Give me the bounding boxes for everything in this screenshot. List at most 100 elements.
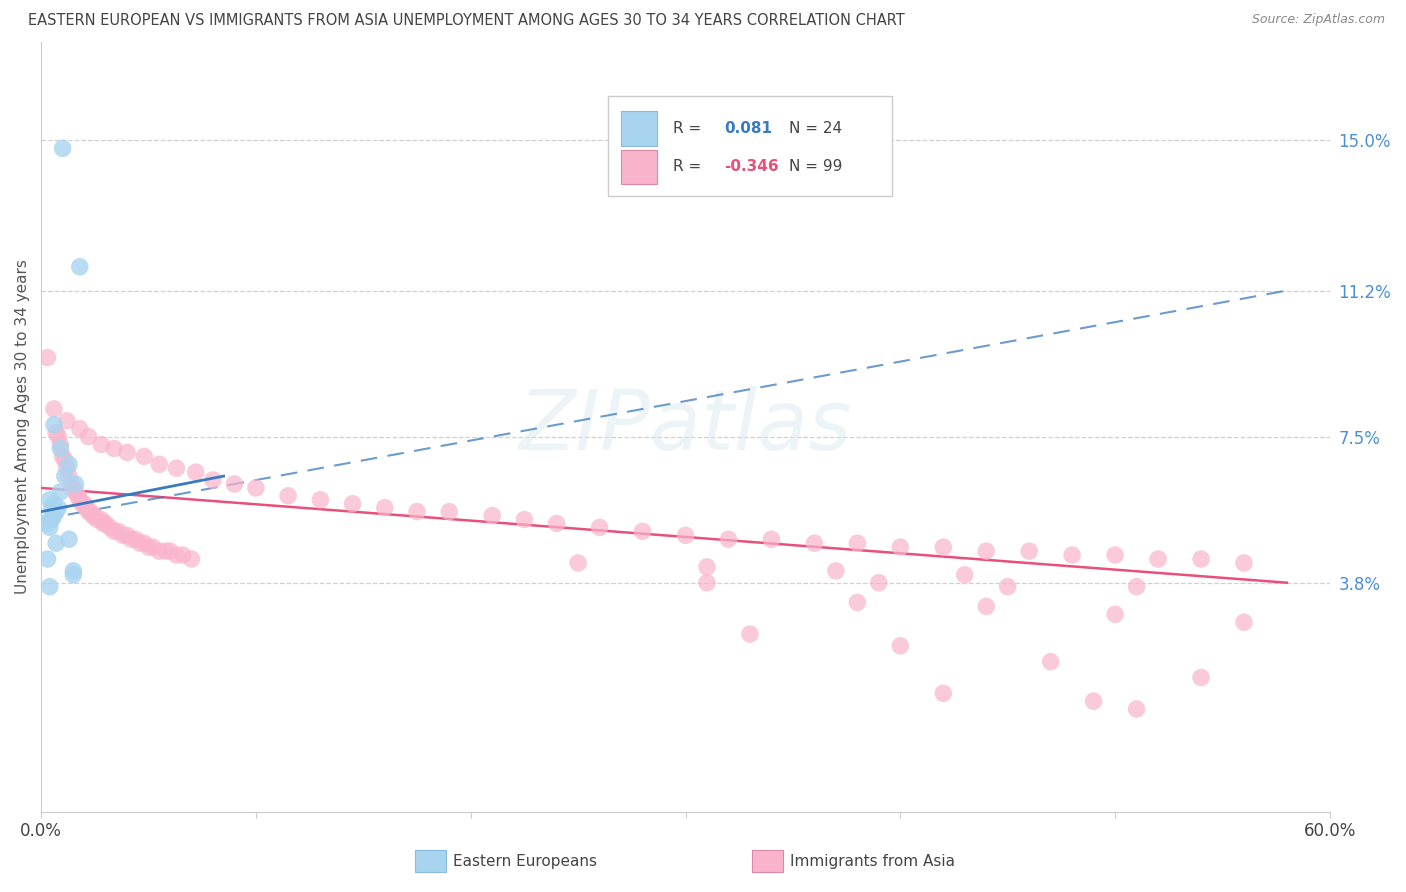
Y-axis label: Unemployment Among Ages 30 to 34 years: Unemployment Among Ages 30 to 34 years — [15, 260, 30, 594]
Text: Immigrants from Asia: Immigrants from Asia — [790, 854, 955, 869]
Point — [38, 520, 60, 534]
Point — [69, 260, 91, 274]
Point — [846, 595, 869, 609]
Text: Source: ZipAtlas.com: Source: ZipAtlas.com — [1251, 13, 1385, 27]
Point — [1125, 702, 1147, 716]
Point — [696, 560, 718, 574]
Text: R =: R = — [672, 160, 706, 174]
Point — [129, 536, 152, 550]
Point — [90, 512, 112, 526]
Point — [69, 422, 91, 436]
Point — [675, 528, 697, 542]
Bar — [621, 150, 657, 185]
Point — [41, 512, 63, 526]
Point — [69, 492, 91, 507]
Point — [180, 552, 202, 566]
Point — [94, 516, 117, 531]
Point — [115, 445, 138, 459]
Point — [1062, 548, 1084, 562]
Point — [38, 512, 60, 526]
Point — [70, 497, 93, 511]
Text: -0.346: -0.346 — [724, 160, 779, 174]
Point — [86, 512, 108, 526]
Point — [277, 489, 299, 503]
Point — [803, 536, 825, 550]
Point — [45, 505, 67, 519]
Point — [66, 489, 89, 503]
Point — [1104, 607, 1126, 622]
Text: EASTERN EUROPEAN VS IMMIGRANTS FROM ASIA UNEMPLOYMENT AMONG AGES 30 TO 34 YEARS : EASTERN EUROPEAN VS IMMIGRANTS FROM ASIA… — [28, 13, 905, 29]
Point — [42, 417, 65, 432]
Point — [90, 437, 112, 451]
Point — [932, 686, 955, 700]
Text: N = 99: N = 99 — [789, 160, 842, 174]
Point — [37, 351, 59, 365]
Point — [201, 473, 224, 487]
Point — [115, 528, 138, 542]
Point — [52, 450, 75, 464]
Point — [546, 516, 568, 531]
Point — [58, 533, 80, 547]
Point — [1147, 552, 1170, 566]
Point — [889, 639, 911, 653]
Point — [631, 524, 654, 539]
Point — [159, 544, 181, 558]
Point — [103, 524, 125, 539]
Point — [124, 533, 146, 547]
Point — [1189, 552, 1212, 566]
Point — [73, 497, 96, 511]
Point — [37, 516, 59, 531]
Point — [75, 500, 97, 515]
Point — [62, 567, 84, 582]
Point — [342, 497, 364, 511]
Point — [42, 497, 65, 511]
Point — [56, 414, 79, 428]
Point — [53, 453, 76, 467]
Point — [83, 508, 105, 523]
Point — [184, 465, 207, 479]
Point — [42, 508, 65, 523]
Text: R =: R = — [672, 121, 706, 136]
Point — [49, 442, 72, 456]
Point — [148, 457, 170, 471]
Point — [142, 540, 165, 554]
Point — [1083, 694, 1105, 708]
Point — [1125, 580, 1147, 594]
Text: Eastern Europeans: Eastern Europeans — [453, 854, 596, 869]
Point — [77, 429, 100, 443]
Point — [245, 481, 267, 495]
Point — [77, 505, 100, 519]
Point — [42, 401, 65, 416]
Point — [45, 536, 67, 550]
Point — [717, 533, 740, 547]
Point — [309, 492, 332, 507]
Point — [997, 580, 1019, 594]
Point — [513, 512, 536, 526]
Point — [49, 484, 72, 499]
Point — [38, 580, 60, 594]
Point — [1233, 615, 1256, 630]
Point — [58, 469, 80, 483]
Point — [406, 505, 429, 519]
Point — [868, 575, 890, 590]
Point — [56, 461, 79, 475]
Point — [134, 450, 156, 464]
Point — [165, 548, 187, 562]
Point — [93, 516, 115, 531]
Text: N = 24: N = 24 — [789, 121, 842, 136]
Bar — [609, 95, 891, 195]
Bar — [621, 112, 657, 145]
Point — [155, 544, 177, 558]
Point — [37, 552, 59, 566]
Point — [58, 457, 80, 471]
Point — [172, 548, 194, 562]
Point — [38, 492, 60, 507]
Point — [60, 477, 83, 491]
Point — [49, 437, 72, 451]
Point — [62, 564, 84, 578]
Point — [53, 469, 76, 483]
Point — [165, 461, 187, 475]
Point — [974, 544, 997, 558]
Point — [224, 477, 246, 491]
Point — [148, 544, 170, 558]
